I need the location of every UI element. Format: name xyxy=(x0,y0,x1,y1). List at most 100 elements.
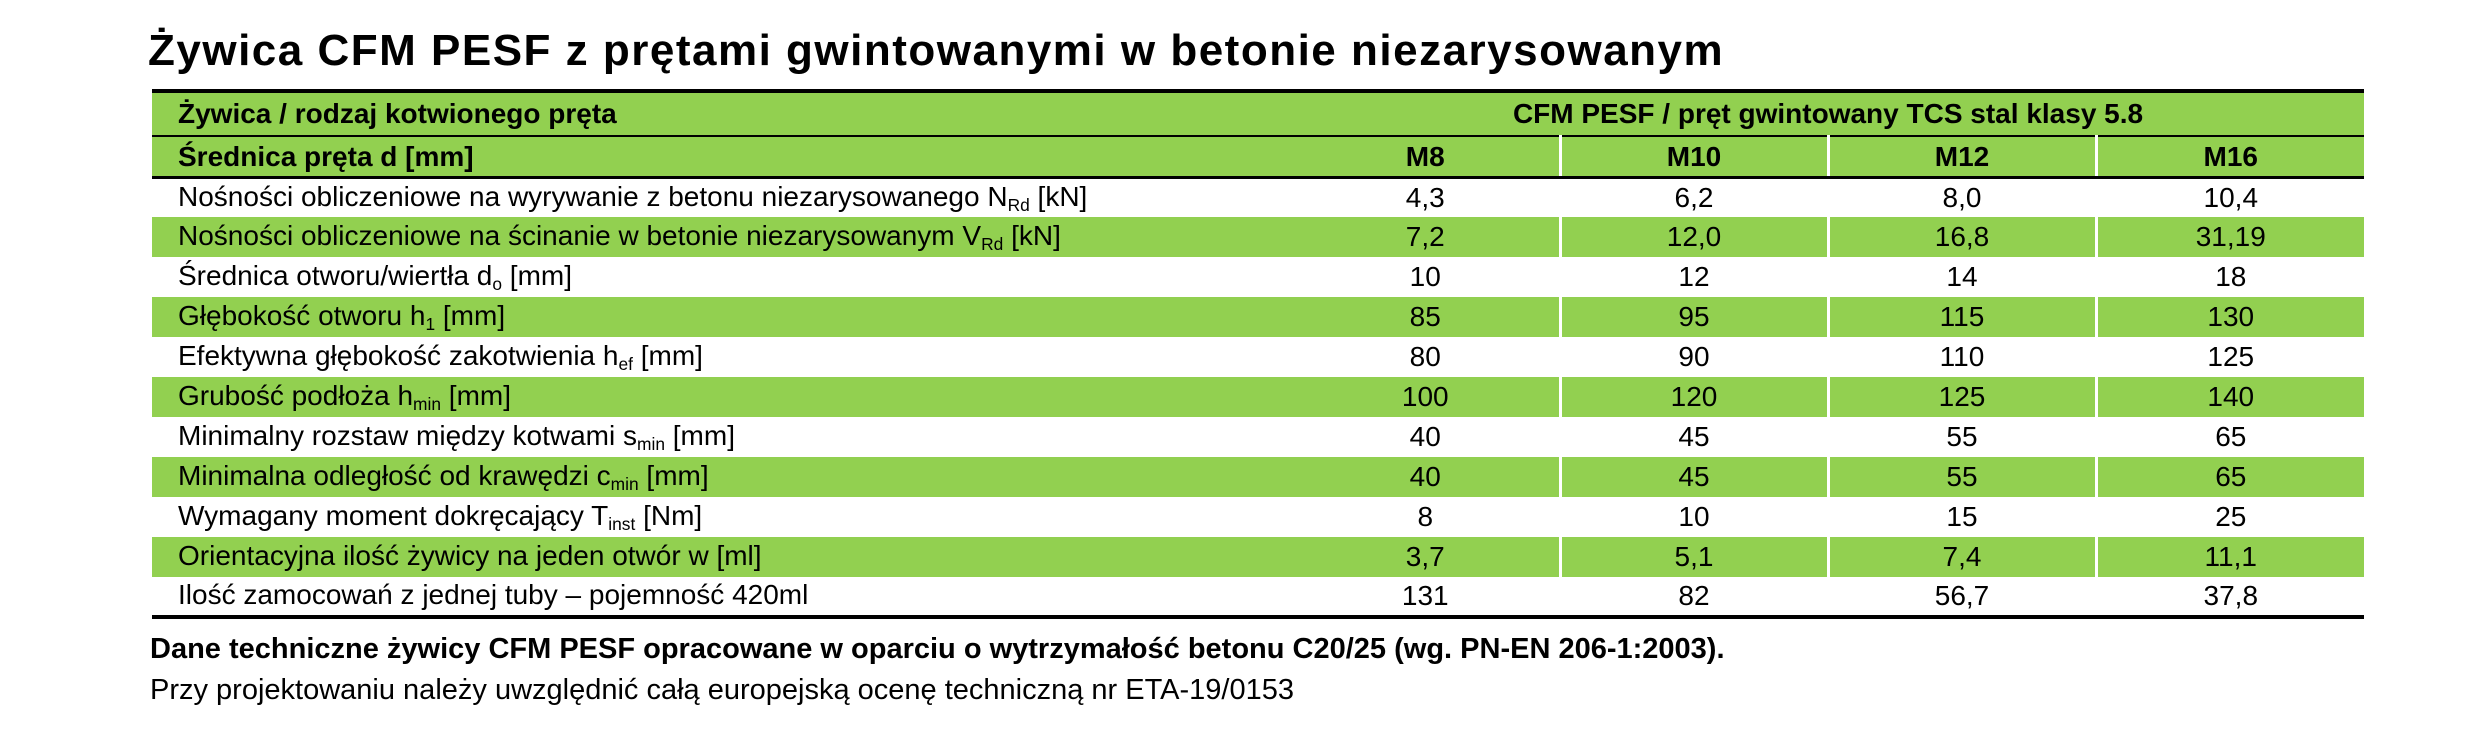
header-col-m12: M12 xyxy=(1826,136,2096,179)
row-value: 18 xyxy=(2094,257,2365,297)
row-label-unit: [mm] xyxy=(502,259,573,291)
row-value: 56,7 xyxy=(1826,577,2096,617)
row-value: 55 xyxy=(1826,457,2096,497)
row-value: 55 xyxy=(1826,417,2096,457)
row-label-subscript: inst xyxy=(608,513,636,534)
row-label-subscript: min xyxy=(610,473,639,494)
header-col-m16: M16 xyxy=(2094,136,2365,179)
row-label: Średnica otworu/wiertła do [mm] xyxy=(152,257,1292,297)
header-col-m8: M8 xyxy=(1292,136,1560,179)
row-value: 80 xyxy=(1292,337,1560,377)
table-row: Grubość podłoża hmin [mm] 100 120 125 140 xyxy=(152,377,2365,417)
row-value: 45 xyxy=(1558,457,1828,497)
row-label-subscript: ef xyxy=(618,353,633,374)
footer-note-bold: Dane techniczne żywicy CFM PESF opracowa… xyxy=(150,633,1725,665)
row-value: 25 xyxy=(2094,497,2365,537)
table-row: Minimalny rozstaw między kotwami smin [m… xyxy=(152,417,2365,457)
table-row: Wymagany moment dokręcający Tinst [Nm] 8 1… xyxy=(152,497,2365,537)
row-value: 7,2 xyxy=(1292,217,1560,257)
row-value: 15 xyxy=(1826,497,2096,537)
row-value: 45 xyxy=(1558,417,1828,457)
row-label-text: Grubość podłoża h xyxy=(178,379,414,411)
row-label-subscript: min xyxy=(637,433,665,454)
table-row: Nośności obliczeniowe na ścinanie w beto… xyxy=(152,217,2365,257)
row-value: 110 xyxy=(1826,337,2096,377)
row-value: 140 xyxy=(2094,377,2365,417)
row-value: 4,3 xyxy=(1292,177,1560,217)
row-label-unit: [mm] xyxy=(441,379,512,411)
row-value: 65 xyxy=(2094,457,2365,497)
row-value: 131 xyxy=(1292,577,1560,617)
row-value: 130 xyxy=(2094,297,2365,337)
row-value: 10 xyxy=(1558,497,1828,537)
row-value: 37,8 xyxy=(2094,577,2365,617)
row-value: 82 xyxy=(1558,577,1828,617)
row-label-unit: [mm] xyxy=(632,339,703,371)
footer-note: Przy projektowaniu należy uwzględnić cał… xyxy=(150,674,1294,706)
row-label: Ilość zamocowań z jednej tuby – pojemnoś… xyxy=(152,577,1292,617)
row-value: 14 xyxy=(1826,257,2096,297)
row-value: 10 xyxy=(1292,257,1560,297)
table-row: Średnica otworu/wiertła do [mm] 10 12 14 18 xyxy=(152,257,2365,297)
row-label-text: Nośności obliczeniowe na wyrywanie z bet… xyxy=(178,180,1008,212)
row-label-text: Minimalna odległość od krawędzi c xyxy=(178,459,611,491)
row-value: 40 xyxy=(1292,457,1560,497)
row-value: 65 xyxy=(2094,417,2365,457)
table-header-row-type: Żywica / rodzaj kotwionego pręta CFM PES… xyxy=(152,91,2365,137)
row-value: 90 xyxy=(1558,337,1828,377)
header-resin-rod-type: Żywica / rodzaj kotwionego pręta xyxy=(152,91,1292,137)
page-title: Żywica CFM PESF z prętami gwintowanymi w… xyxy=(148,26,1725,75)
row-label-text: Głębokość otworu h xyxy=(178,299,426,331)
row-label-text: Minimalny rozstaw między kotwami s xyxy=(178,419,637,451)
row-label-subscript: min xyxy=(413,393,442,414)
row-label-unit: [Nm] xyxy=(635,499,703,531)
row-label: Orientacyjna ilość żywicy na jeden otwór… xyxy=(152,537,1292,577)
row-value: 8 xyxy=(1292,497,1560,537)
row-label-subscript: Rd xyxy=(1007,194,1030,215)
row-label: Nośności obliczeniowe na wyrywanie z bet… xyxy=(152,177,1292,217)
row-label-unit: [mm] xyxy=(638,459,709,491)
row-value: 100 xyxy=(1292,377,1560,417)
row-label-subscript: o xyxy=(492,273,503,294)
header-rod-diameter-label: Średnica pręta d [mm] xyxy=(152,136,1292,179)
row-label: Nośności obliczeniowe na ścinanie w beto… xyxy=(152,217,1292,257)
row-label-text: Efektywna głębokość zakotwienia h xyxy=(178,339,619,371)
row-label: Wymagany moment dokręcający Tinst [Nm] xyxy=(152,497,1292,537)
row-label-unit: [mm] xyxy=(435,299,506,331)
spec-table: Żywica / rodzaj kotwionego pręta CFM PES… xyxy=(152,89,2365,619)
row-value: 120 xyxy=(1558,377,1828,417)
row-value: 115 xyxy=(1826,297,2096,337)
header-col-m10: M10 xyxy=(1558,136,1828,179)
table-header-row-diameter: Średnica pręta d [mm] M8 M10 M12 M16 xyxy=(152,136,2365,179)
row-value: 85 xyxy=(1292,297,1560,337)
row-label-unit: [kN] xyxy=(1003,219,1061,251)
row-label-text: Średnica otworu/wiertła d xyxy=(178,259,493,291)
row-label-text: Nośności obliczeniowe na ścinanie w beto… xyxy=(178,219,982,251)
row-label: Efektywna głębokość zakotwienia hef [mm] xyxy=(152,337,1292,377)
row-value: 12,0 xyxy=(1558,217,1828,257)
table-row: Efektywna głębokość zakotwienia hef [mm]… xyxy=(152,337,2365,377)
row-value: 10,4 xyxy=(2094,177,2365,217)
table-row: Nośności obliczeniowe na wyrywanie z bet… xyxy=(152,177,2365,217)
row-label: Grubość podłoża hmin [mm] xyxy=(152,377,1292,417)
table-row: Orientacyjna ilość żywicy na jeden otwór… xyxy=(152,537,2365,577)
row-value: 31,19 xyxy=(2094,217,2365,257)
row-value: 3,7 xyxy=(1292,537,1560,577)
row-value: 7,4 xyxy=(1826,537,2096,577)
row-value: 125 xyxy=(2094,337,2365,377)
row-label: Minimalna odległość od krawędzi cmin [mm… xyxy=(152,457,1292,497)
row-value: 125 xyxy=(1826,377,2096,417)
row-value: 6,2 xyxy=(1558,177,1828,217)
header-product-name: CFM PESF / pręt gwintowany TCS stal klas… xyxy=(1292,91,2365,137)
row-value: 11,1 xyxy=(2094,537,2365,577)
row-value: 16,8 xyxy=(1826,217,2096,257)
row-label: Minimalny rozstaw między kotwami smin [m… xyxy=(152,417,1292,457)
row-label-text: Wymagany moment dokręcający T xyxy=(178,499,609,531)
row-label-subscript: Rd xyxy=(981,233,1004,254)
row-value: 40 xyxy=(1292,417,1560,457)
row-label-unit: [kN] xyxy=(1029,180,1088,212)
row-value: 8,0 xyxy=(1826,177,2096,217)
row-value: 12 xyxy=(1558,257,1828,297)
row-label-unit: [mm] xyxy=(664,419,735,451)
row-label: Głębokość otworu h1 [mm] xyxy=(152,297,1292,337)
